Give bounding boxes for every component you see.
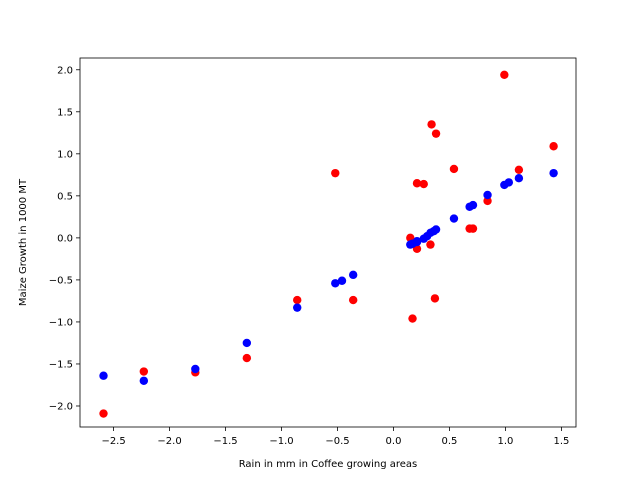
- blue-data-point: [431, 225, 441, 234]
- blue-data-point: [514, 174, 524, 183]
- red-data-point: [426, 240, 435, 249]
- red-data-point: [427, 120, 436, 129]
- y-tick-label: 0.5: [57, 191, 73, 202]
- x-tick-label: −1.5: [213, 436, 237, 447]
- blue-data-point: [549, 168, 558, 178]
- red-data-point: [331, 168, 340, 178]
- blue-data-point: [449, 214, 459, 223]
- x-axis-ticks: −2.5 −2.0 −1.5 −1.0 −0.5 0.0 0.5 1.0 1.5: [101, 427, 569, 447]
- red-data-point: [431, 129, 441, 138]
- points-layer: [99, 70, 558, 418]
- y-tick-label: −1.5: [49, 359, 73, 370]
- red-data-point: [500, 70, 509, 80]
- x-tick-label: −0.5: [325, 436, 349, 447]
- blue-data-point: [331, 279, 340, 288]
- x-axis-label: Rain in mm in Coffee growing areas: [239, 459, 418, 470]
- red-data-point: [242, 353, 252, 363]
- y-tick-label: 2.0: [57, 65, 73, 76]
- blue-data-point: [191, 364, 200, 374]
- blue-data-point: [293, 303, 302, 312]
- y-tick-label: −2.0: [49, 401, 73, 412]
- red-data-point: [419, 179, 428, 189]
- red-data-point: [483, 196, 492, 206]
- x-tick-label: −2.5: [101, 436, 125, 447]
- red-data-point: [514, 165, 524, 174]
- blue-data-point: [504, 178, 514, 187]
- blue-data-point: [99, 371, 108, 380]
- red-data-point: [348, 295, 358, 305]
- y-tick-label: 1.5: [57, 107, 73, 118]
- x-tick-label: −2.0: [157, 436, 181, 447]
- x-tick-label: 1.0: [498, 436, 514, 447]
- red-data-point: [449, 164, 459, 174]
- blue-data-point: [468, 200, 478, 210]
- plot-area-frame: [79, 57, 577, 428]
- blue-data-point: [242, 338, 252, 348]
- y-tick-label: −1.0: [49, 317, 73, 328]
- y-axis-label: Maize Growth in 1000 MT: [18, 178, 29, 306]
- red-data-point: [549, 142, 558, 151]
- blue-data-point: [337, 276, 347, 285]
- y-axis-ticks: −2.0 −1.5 −1.0 −0.5 0.0 0.5 1.0 1.5 2.0: [49, 65, 80, 412]
- blue-data-point: [483, 190, 492, 200]
- x-tick-label: −1.0: [269, 436, 293, 447]
- red-data-point: [412, 179, 422, 188]
- red-data-point: [139, 367, 149, 376]
- y-tick-label: 1.0: [57, 149, 73, 160]
- blue-data-point: [412, 237, 422, 246]
- blue-data-point: [139, 376, 149, 385]
- red-data-point: [293, 295, 302, 305]
- red-data-point: [468, 224, 478, 233]
- x-tick-label: 0.0: [386, 436, 402, 447]
- red-data-point: [99, 409, 108, 418]
- y-tick-label: 0.0: [57, 233, 73, 244]
- x-tick-label: 0.5: [442, 436, 458, 447]
- blue-data-point: [348, 270, 358, 280]
- red-data-point: [408, 314, 417, 323]
- x-tick-label: 1.5: [553, 436, 569, 447]
- red-data-point: [430, 294, 440, 303]
- y-tick-label: −0.5: [49, 275, 73, 286]
